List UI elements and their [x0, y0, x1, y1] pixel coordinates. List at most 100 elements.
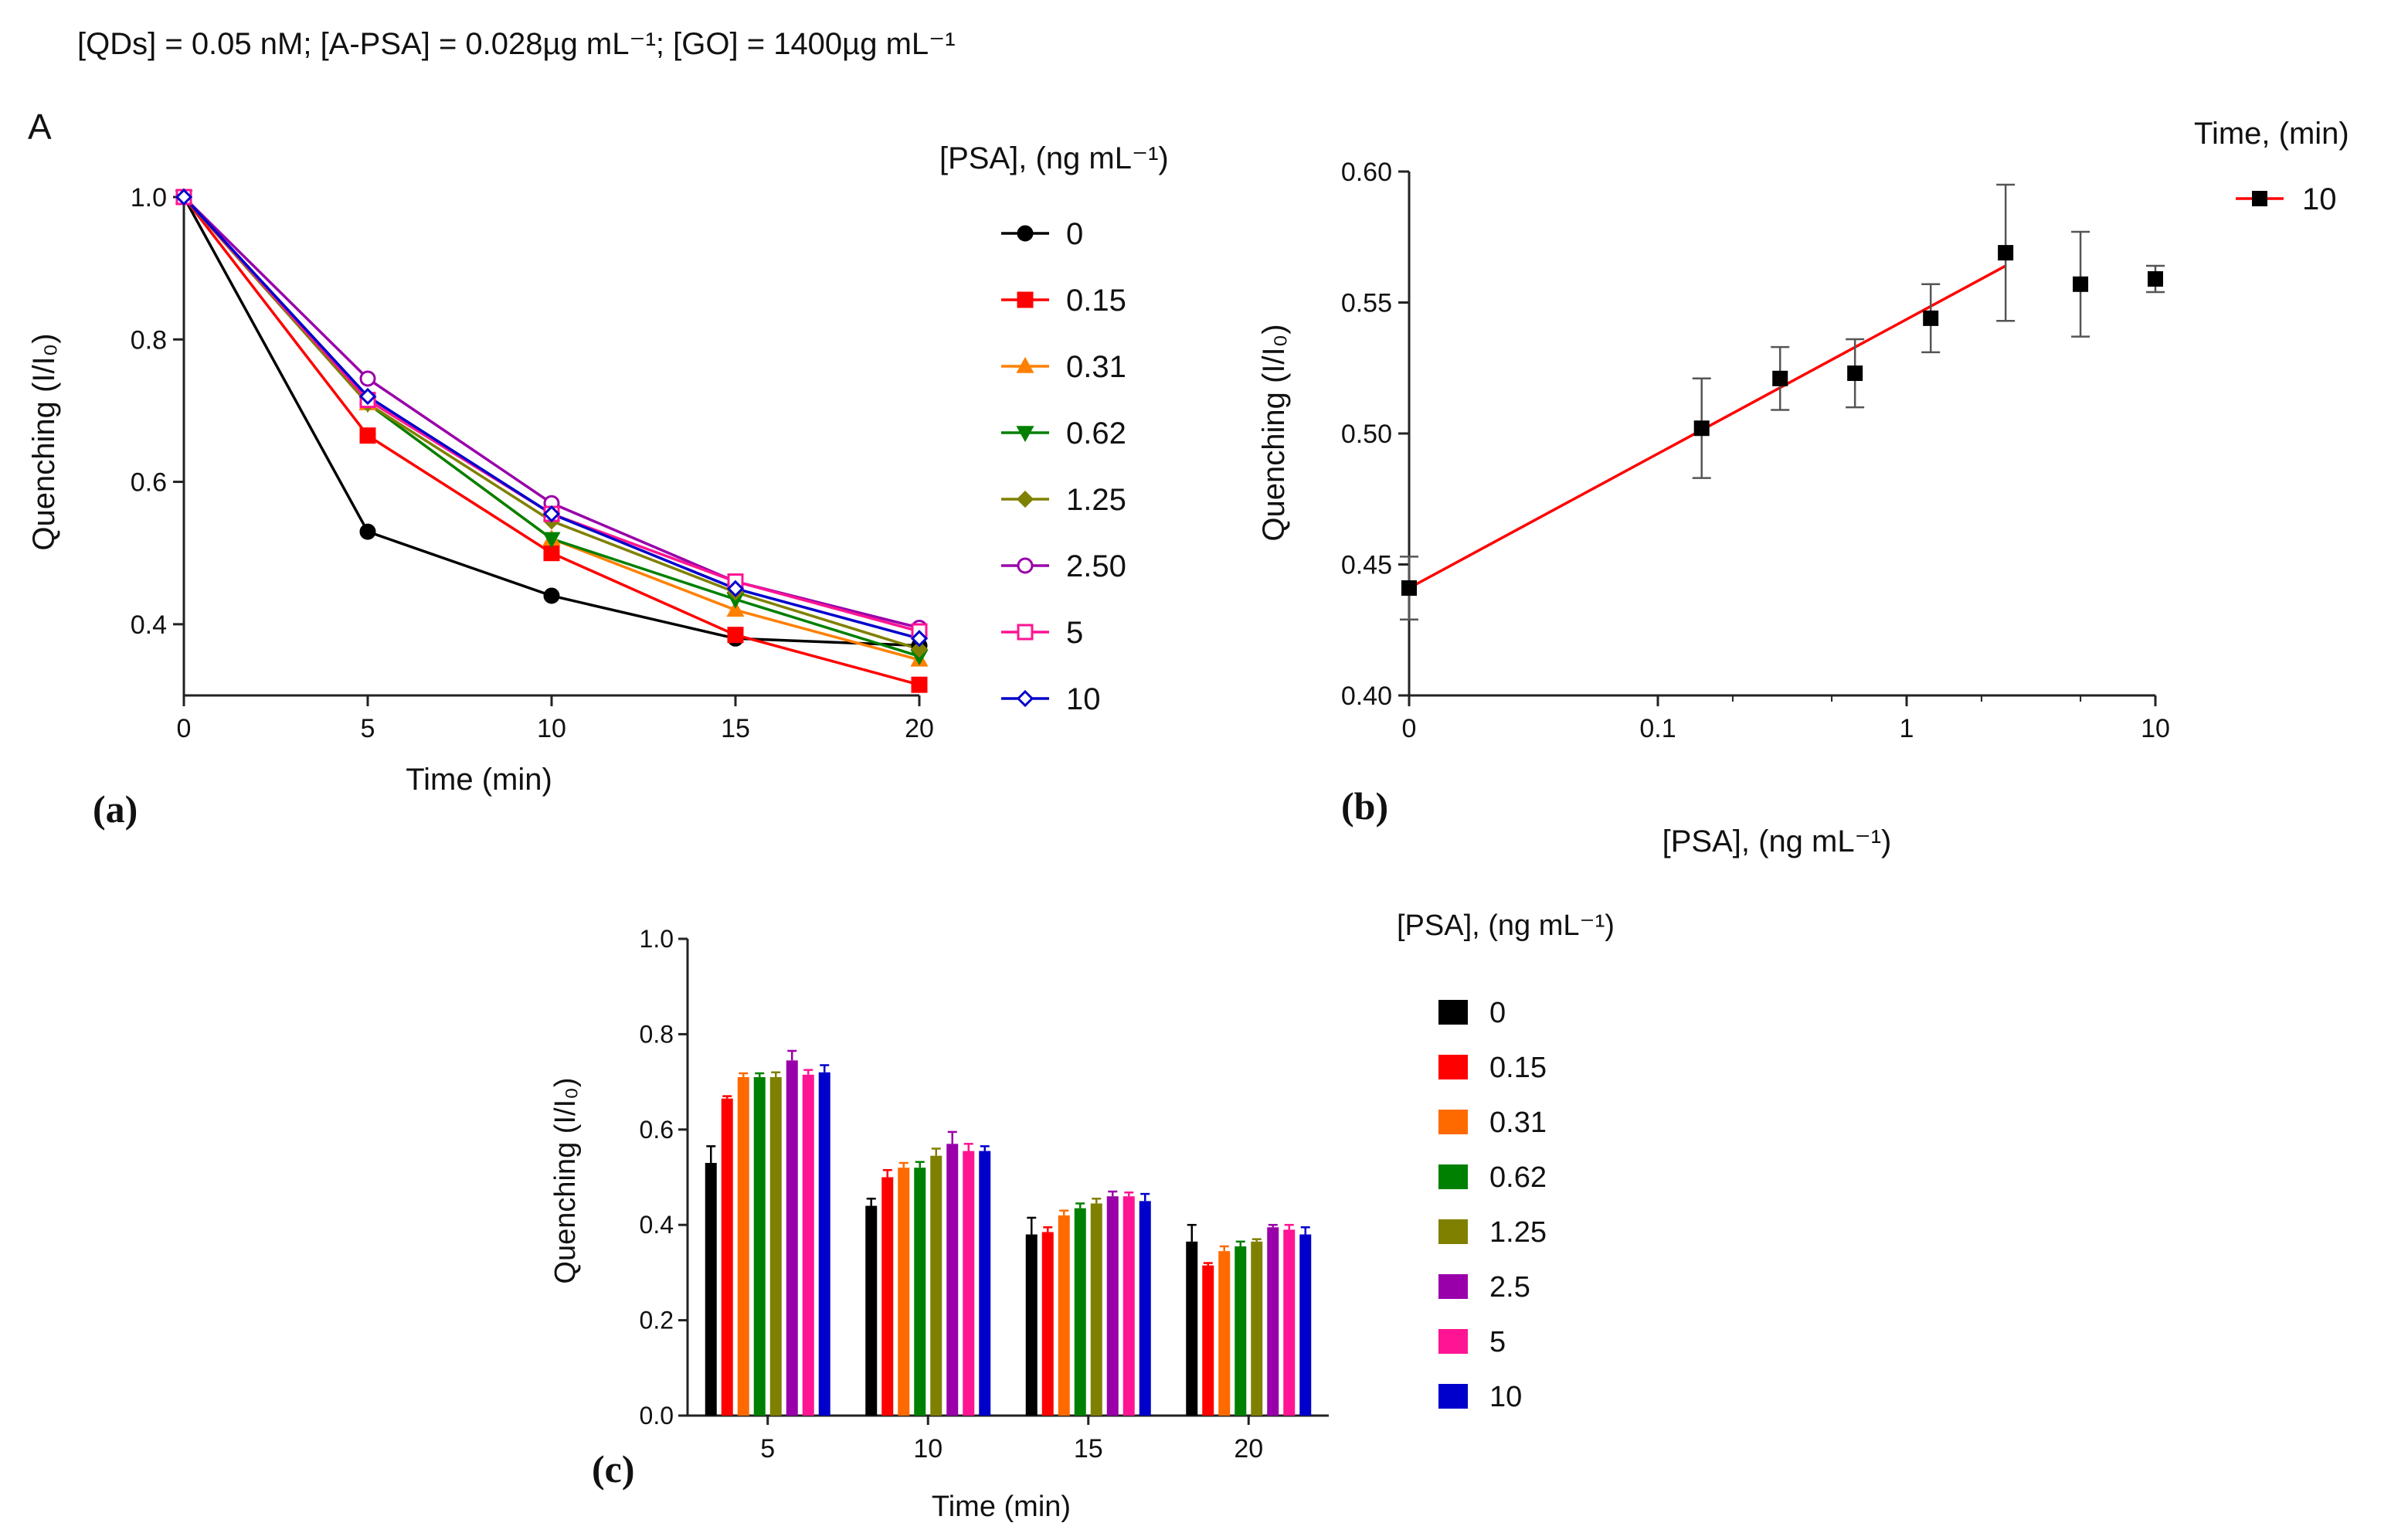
- panel-a: A 0 5 10 15 20 0.4 0.6 0.8 1.0 Time (min) Quench…: [27, 107, 1169, 831]
- data-point: [359, 370, 376, 387]
- data-point: [1998, 245, 2014, 261]
- panel-b-axes: 0 0.1 1 10 0.40 0.45 0.50 0.55 0.60: [1341, 158, 2170, 743]
- conditions-header: [QDs] = 0.05 nM; [A-PSA] = 0.028µg mL⁻¹;…: [77, 27, 956, 61]
- bar: [1235, 1246, 1247, 1416]
- data-point: [542, 505, 561, 523]
- x-tick-label: 20: [1234, 1434, 1263, 1464]
- legend-label: 1.25: [1489, 1216, 1547, 1249]
- legend-swatch: [1438, 1110, 1468, 1134]
- y-tick-label: 0.55: [1341, 289, 1392, 318]
- legend-label: 0: [1489, 997, 1506, 1029]
- legend-marker: [1016, 426, 1034, 443]
- x-tick-label: 5: [361, 714, 375, 743]
- y-tick-label: 0.6: [640, 1116, 674, 1144]
- panel-a-label: (a): [93, 787, 138, 831]
- y-tick-label: 0.0: [640, 1402, 674, 1430]
- y-tick-label: 0.50: [1341, 420, 1392, 449]
- x-tick-label: 5: [760, 1434, 775, 1464]
- data-point: [910, 630, 929, 648]
- x-tick-label: 10: [913, 1434, 942, 1464]
- panel-c-label: (c): [592, 1447, 635, 1491]
- bar: [705, 1162, 717, 1416]
- panel-c: 0.0 0.2 0.4 0.6 0.8 1.0 5 10 15 20 Time (min) Que…: [549, 909, 1615, 1523]
- bar: [802, 1074, 814, 1416]
- series-line: [182, 195, 920, 686]
- panel-c-legend-title: [PSA], (ng mL⁻¹): [1397, 909, 1615, 942]
- x-tick-label: 15: [721, 714, 750, 743]
- panel-b-xlabel: [PSA], (ng mL⁻¹): [1663, 824, 1892, 858]
- bar: [914, 1168, 926, 1416]
- bar: [1299, 1234, 1312, 1416]
- legend-marker: [1016, 356, 1034, 373]
- bar: [930, 1155, 942, 1416]
- bar: [1267, 1227, 1279, 1416]
- legend-label: 2.5: [1489, 1271, 1530, 1304]
- legend-label: 5: [1489, 1326, 1506, 1358]
- legend-label: 0.31: [1489, 1107, 1547, 1139]
- panel-c-ylabel: Quenching (I/I₀): [549, 1077, 582, 1283]
- bar: [1122, 1196, 1135, 1416]
- y-tick-label: 0.6: [131, 468, 167, 498]
- x-tick-label: 15: [1074, 1434, 1103, 1464]
- series-line: [182, 195, 920, 658]
- panel-b-ylabel: Quenching (I/I₀): [1257, 324, 1291, 541]
- y-tick-label: 0.40: [1341, 682, 1392, 711]
- data-point: [2148, 270, 2163, 287]
- y-tick-label: 1.0: [640, 925, 674, 953]
- data-point: [1923, 310, 1939, 326]
- x-tick-label: 1: [1900, 714, 1914, 743]
- y-tick-label: 0.4: [131, 610, 167, 640]
- legend-swatch: [1438, 1055, 1468, 1079]
- data-point: [1847, 365, 1863, 382]
- bar: [898, 1168, 910, 1416]
- series-line: [182, 195, 920, 630]
- bar: [1090, 1203, 1102, 1416]
- data-point: [726, 580, 745, 597]
- panel-a-marks: [175, 187, 929, 693]
- panel-b-label: (b): [1341, 784, 1388, 828]
- panel-b-marks: [1400, 183, 2165, 620]
- data-point: [543, 545, 560, 562]
- bar: [1041, 1232, 1054, 1416]
- legend-label: 0.15: [1066, 284, 1126, 318]
- legend-label: 10: [2302, 182, 2337, 216]
- x-tick-label: 10: [537, 714, 566, 743]
- panel-a-legend: 0 0.15 0.31 0.62 1.25 2.50 5 10: [1001, 217, 1126, 716]
- legend-label: 0: [1066, 217, 1083, 251]
- bar: [946, 1144, 959, 1416]
- bar: [1058, 1215, 1070, 1416]
- data-point: [359, 427, 376, 444]
- bar: [1283, 1229, 1296, 1416]
- legend-label: 10: [1489, 1381, 1522, 1413]
- panel-c-legend: 0 0.15 0.31 0.62 1.25 2.5 5 10: [1438, 997, 1547, 1413]
- data-point: [727, 627, 744, 644]
- legend-swatch: [1438, 1329, 1468, 1354]
- bar: [1186, 1241, 1198, 1416]
- data-point: [1772, 370, 1788, 386]
- legend-swatch: [1438, 1384, 1468, 1409]
- legend-marker: [1017, 557, 1034, 574]
- legend-marker: [1016, 490, 1034, 508]
- bar: [753, 1076, 766, 1416]
- legend-marker: [1016, 689, 1034, 708]
- legend-marker: [2252, 191, 2267, 206]
- x-tick-label: 20: [905, 714, 934, 743]
- legend-label: 0.15: [1489, 1052, 1547, 1084]
- y-tick-label: 0.60: [1341, 158, 1392, 187]
- bar: [1074, 1208, 1086, 1416]
- legend-label: 0.62: [1489, 1161, 1547, 1194]
- data-point: [542, 532, 561, 549]
- bar: [1025, 1234, 1038, 1416]
- bar: [1139, 1201, 1151, 1416]
- panel-c-marks: [705, 1049, 1312, 1416]
- legend-marker: [1017, 624, 1034, 641]
- bar: [818, 1072, 830, 1416]
- panel-a-legend-title: [PSA], (ng mL⁻¹): [939, 141, 1169, 175]
- bar: [737, 1076, 749, 1416]
- legend-label: 5: [1066, 616, 1083, 650]
- y-tick-label: 0.8: [131, 325, 167, 355]
- legend-swatch: [1438, 1219, 1468, 1244]
- data-point: [543, 587, 560, 604]
- x-tick-label: 0.1: [1639, 714, 1676, 743]
- bar: [1106, 1196, 1119, 1416]
